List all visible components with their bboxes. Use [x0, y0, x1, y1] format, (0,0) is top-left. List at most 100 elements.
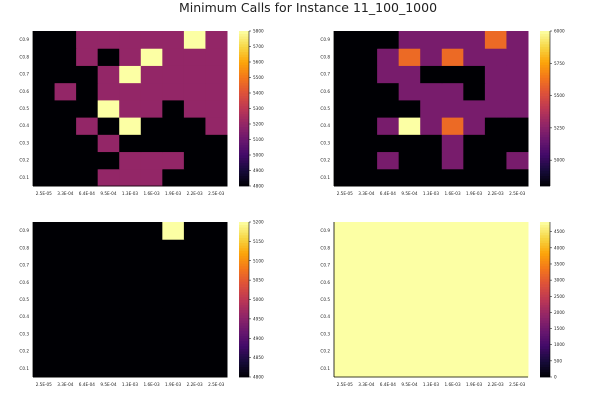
- heatmap-cell: [463, 308, 486, 326]
- colorbar-segment: [540, 260, 550, 264]
- colorbar-segment: [239, 124, 249, 127]
- heatmap-cell: [506, 65, 529, 84]
- colorbar-segment: [239, 351, 249, 355]
- heatmap-cell: [377, 117, 400, 135]
- heatmap-cell: [334, 290, 357, 309]
- colorbar-segment: [239, 265, 249, 269]
- colorbar-segment: [239, 322, 249, 326]
- heatmap-cell: [441, 256, 464, 275]
- colorbar-tick-label: 4000: [554, 245, 565, 250]
- heatmap-cell: [33, 308, 56, 326]
- heatmap-cell: [441, 117, 464, 135]
- heatmap-cell: [377, 290, 400, 309]
- heatmap-cell: [463, 168, 486, 187]
- colorbar-tick-label: 5200: [253, 122, 264, 127]
- heatmap-cell: [355, 256, 378, 275]
- colorbar-segment: [540, 320, 550, 324]
- x-tick-label: 2.2E-03: [488, 191, 504, 196]
- heatmap-cell: [484, 48, 507, 66]
- heatmap-cell: [334, 65, 357, 84]
- heatmap-cell: [463, 31, 486, 49]
- heatmap-cell: [398, 82, 421, 101]
- colorbar-tick-label: 1500: [554, 326, 565, 331]
- colorbar-tick-label: 5300: [253, 106, 264, 111]
- colorbar-segment: [239, 178, 249, 182]
- heatmap-cell: [76, 134, 99, 153]
- heatmap-cell: [140, 342, 163, 361]
- x-tick-label: 2.5E-03: [509, 191, 525, 196]
- colorbar-tick-label: 4800: [253, 375, 264, 380]
- colorbar-segment: [540, 253, 550, 256]
- colorbar-segment: [239, 170, 249, 174]
- heatmap-cell: [76, 273, 99, 292]
- colorbar-segment: [239, 358, 249, 362]
- colorbar-segment: [239, 131, 249, 135]
- heatmap-cell: [398, 168, 421, 187]
- colorbar-segment: [239, 325, 249, 329]
- colorbar-tick-label: 4900: [253, 336, 264, 341]
- x-tick-label: 9.5E-04: [401, 382, 417, 387]
- colorbar-segment: [239, 333, 249, 337]
- heatmap-cell: [140, 325, 163, 344]
- heatmap-cell: [398, 48, 421, 66]
- colorbar-segment: [540, 136, 550, 140]
- colorbar-segment: [540, 49, 550, 53]
- heatmap-cell: [76, 222, 99, 240]
- heatmap-cell: [355, 239, 378, 257]
- heatmap-cell: [506, 239, 529, 257]
- x-tick-label: 3.3E-04: [57, 382, 73, 387]
- colorbar-segment: [540, 322, 550, 326]
- y-tick-label: C0.1: [320, 175, 330, 180]
- y-tick-label: C0.8: [19, 54, 29, 59]
- heatmap-cell: [140, 308, 163, 326]
- colorbar-segment: [540, 333, 550, 337]
- x-tick-label: 1.6E-03: [143, 382, 159, 387]
- colorbar-segment: [540, 38, 550, 42]
- heatmap-cell: [377, 359, 400, 378]
- heatmap-cell: [205, 82, 228, 101]
- colorbar-tick-label: 5150: [253, 239, 264, 244]
- heatmap-cell: [334, 308, 357, 326]
- heatmap-cell: [484, 359, 507, 378]
- colorbar-segment: [540, 369, 550, 373]
- heatmap-cell: [484, 342, 507, 361]
- colorbar-segment: [540, 284, 550, 287]
- heatmap-cell: [205, 359, 228, 378]
- colorbar-segment: [540, 315, 550, 318]
- heatmap-panel-bottom-right: 2.5E-05 3.3E-04 6.4E-04 9.5E-04 1.3E-03 1.6E-…: [320, 222, 565, 387]
- heatmap-cell: [420, 273, 443, 292]
- colorbar-segment: [239, 51, 249, 55]
- heatmap-cell: [506, 31, 529, 49]
- heatmap-cell: [205, 342, 228, 361]
- colorbar-tick-label: 0: [554, 375, 557, 380]
- heatmap-cell: [140, 134, 163, 153]
- colorbar-segment: [540, 299, 550, 303]
- colorbar-segment: [239, 103, 249, 107]
- colorbar-segment: [540, 366, 550, 370]
- colorbar-segment: [540, 338, 550, 342]
- colorbar-segment: [540, 100, 550, 104]
- y-tick-label: C0.2: [320, 349, 330, 354]
- colorbar-tick-label: 5500: [554, 93, 565, 98]
- colorbar-segment: [540, 291, 550, 295]
- colorbar-segment: [540, 111, 550, 115]
- colorbar-segment: [239, 77, 249, 81]
- colorbar-segment: [540, 278, 550, 282]
- heatmap-cell: [54, 325, 77, 344]
- heatmap-cell: [33, 117, 56, 135]
- heatmap-cell: [441, 48, 464, 66]
- heatmap-cell: [420, 325, 443, 344]
- heatmap-cell: [484, 31, 507, 49]
- heatmap-cell: [162, 256, 185, 275]
- y-tick-label: C0.2: [19, 349, 29, 354]
- heatmap-cell: [355, 325, 378, 344]
- heatmap-cell: [463, 99, 486, 118]
- colorbar: 5000 5250 5500 5750 6000: [540, 29, 565, 187]
- colorbar-segment: [239, 49, 249, 53]
- colorbar-segment: [239, 315, 249, 318]
- heatmap-cell: [506, 168, 529, 187]
- colorbar-segment: [239, 281, 249, 285]
- y-tick-label: C0.4: [320, 123, 330, 128]
- colorbar-segment: [540, 234, 550, 238]
